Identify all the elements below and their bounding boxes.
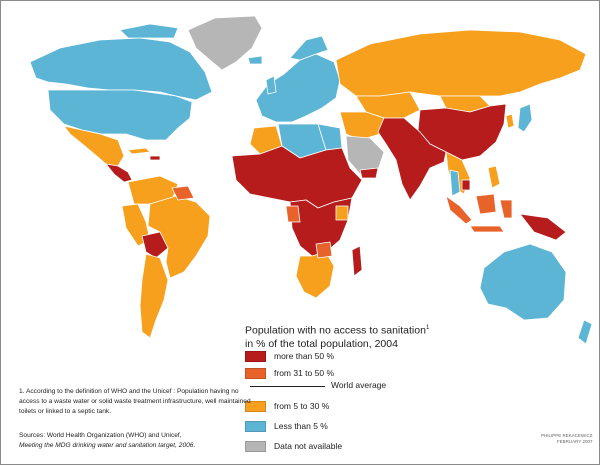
legend-title-footnote-mark: 1 bbox=[425, 325, 430, 331]
region-southern-africa bbox=[295, 251, 335, 299]
region-japan bbox=[517, 103, 533, 133]
legend-item-31-to-50: from 31 to 50 % bbox=[245, 367, 334, 379]
legend-title-line1: Population with no access to sanitation bbox=[245, 324, 426, 337]
legend-title: Population with no access to sanitation1… bbox=[245, 322, 495, 351]
legend-swatch bbox=[245, 350, 266, 362]
legend-label: from 31 to 50 % bbox=[274, 368, 335, 378]
region-gabon-congo bbox=[285, 205, 301, 223]
legend-label: from 5 to 30 % bbox=[274, 401, 330, 411]
region-java bbox=[469, 225, 505, 233]
legend-label: Data not available bbox=[274, 441, 343, 451]
legend-swatch bbox=[245, 420, 266, 432]
region-sumatra bbox=[445, 195, 473, 225]
region-cuba bbox=[127, 147, 151, 155]
region-borneo bbox=[475, 193, 497, 215]
legend-swatch bbox=[245, 400, 266, 412]
region-korea bbox=[505, 113, 515, 129]
region-haiti bbox=[149, 155, 161, 161]
region-arctic-islands bbox=[119, 23, 179, 39]
region-bolivia bbox=[141, 231, 169, 259]
region-papua bbox=[519, 213, 567, 241]
region-kenya bbox=[335, 205, 349, 221]
footnote: 1. According to the definition of WHO an… bbox=[19, 388, 251, 415]
region-guianas bbox=[171, 185, 195, 201]
region-scandinavia bbox=[289, 35, 329, 61]
world-average-label: World average bbox=[331, 380, 387, 390]
credit-date: FEBRUARY 2007 bbox=[556, 439, 593, 444]
region-southern-cone bbox=[139, 253, 169, 339]
sources-line1: Sources: World Health Organization (WHO)… bbox=[19, 432, 182, 439]
legend-item-not-available: Data not available bbox=[245, 440, 342, 452]
legend-item-more-than-50: more than 50 % bbox=[245, 350, 334, 362]
region-thailand bbox=[449, 169, 461, 197]
region-europe bbox=[255, 53, 341, 123]
region-new-zealand bbox=[577, 319, 593, 345]
region-uk bbox=[265, 75, 277, 95]
region-philippines bbox=[487, 165, 501, 189]
region-iceland bbox=[247, 55, 263, 65]
region-australia bbox=[479, 243, 567, 321]
region-sulawesi bbox=[499, 199, 513, 219]
legend-label: more than 50 % bbox=[274, 351, 335, 361]
region-cambodia bbox=[461, 179, 471, 191]
legend-title-line2: in % of the total population, 2004 bbox=[245, 337, 398, 350]
region-greenland bbox=[187, 15, 263, 71]
legend-label: Less than 5 % bbox=[274, 421, 328, 431]
author-credit: PHILIPPE REKACEWICZ FEBRUARY 2007 bbox=[541, 433, 593, 445]
region-yemen bbox=[359, 167, 379, 179]
legend-swatch bbox=[245, 367, 266, 379]
world-average-line bbox=[250, 386, 325, 387]
region-madagascar bbox=[351, 245, 363, 277]
region-india bbox=[377, 117, 447, 201]
sources-line2: Meeting the MDG drinking water and sanit… bbox=[19, 442, 196, 449]
legend-item-less-than-5: Less than 5 % bbox=[245, 420, 328, 432]
region-brazil bbox=[147, 195, 211, 279]
legend-swatch bbox=[245, 440, 266, 452]
sources: Sources: World Health Organization (WHO)… bbox=[19, 431, 254, 451]
legend-item-5-to-30: from 5 to 30 % bbox=[245, 400, 329, 412]
credit-author: PHILIPPE REKACEWICZ bbox=[541, 433, 593, 438]
region-central-america bbox=[105, 163, 133, 183]
region-usa bbox=[47, 89, 193, 141]
region-russia bbox=[335, 29, 587, 97]
region-zambia bbox=[315, 241, 333, 259]
